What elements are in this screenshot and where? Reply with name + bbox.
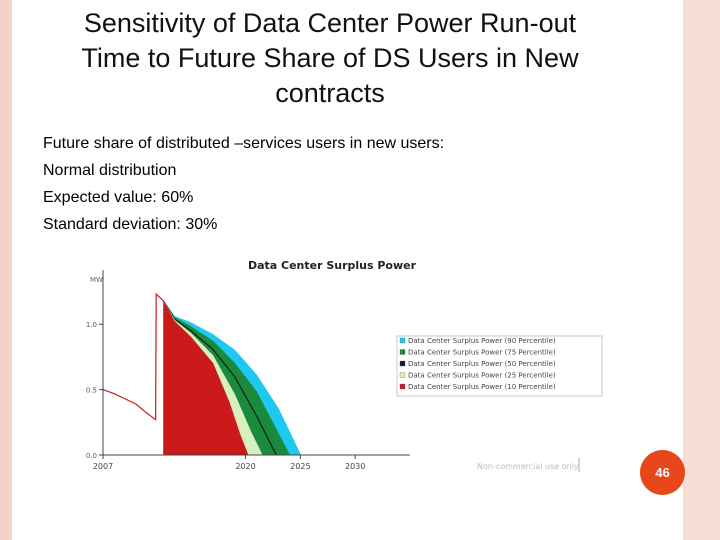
bullet-item: Future share of distributed –services us… [43,135,445,152]
series-line [162,300,277,456]
y-tick-label: 1.0 [86,321,97,329]
history-line [102,292,164,421]
legend-label: Data Center Surplus Power (50 Percentile… [408,360,556,368]
bullet-item: Expected value: 60% [43,189,194,206]
x-tick-label: 2030 [345,462,365,471]
band-area [163,300,248,455]
slide-title-line: contracts [275,78,385,108]
legend-swatch [399,337,406,344]
bullet-item: Normal distribution [43,162,177,179]
x-tick-label: 2007 [93,462,113,471]
chart-title: Data Center Surplus Power [248,259,417,272]
percentile-bands [163,300,301,455]
legend-label: Data Center Surplus Power (90 Percentile… [408,337,556,345]
legend-box [396,335,603,397]
legend-label: Data Center Surplus Power (75 Percentile… [408,349,556,357]
page-number-badge: 46 [640,450,685,495]
series-line [162,300,290,456]
legend-swatch [399,383,406,390]
slide-title-line: Time to Future Share of DS Users in New [81,43,579,73]
y-axis-label: MW [90,276,103,284]
watermark: Non-commercial use only [477,462,579,471]
legend-label: Data Center Surplus Power (10 Percentile… [408,383,556,391]
x-tick-label: 2020 [235,462,255,471]
slide-title: Sensitivity of Data Center Power Run-out… [40,6,620,111]
slide-right-border [683,0,720,540]
chart-legend: Data Center Surplus Power (90 Percentile… [396,335,603,397]
surplus-power-chart: Data Center Surplus Power MW 0.0 0.5 1.0 20… [86,259,603,472]
slide-left-border [0,0,12,540]
series-line [162,300,249,456]
y-tick-label: 0.0 [86,452,97,460]
bullet-item: Standard deviation: 30% [43,216,218,233]
series-line [162,300,263,456]
chart-axes: 0.0 0.5 1.0 2007 2020 2025 2030 [86,270,410,471]
series-lines [102,292,301,456]
slide-title-line: Sensitivity of Data Center Power Run-out [83,8,577,38]
x-tick-label: 2025 [290,462,310,471]
bullet-list: Future share of distributed –services us… [43,130,444,238]
legend-label: Data Center Surplus Power (25 Percentile… [408,372,556,380]
series-line [162,300,301,456]
y-tick-label: 0.5 [86,387,97,395]
legend-swatch [399,349,406,355]
legend-swatch [399,360,406,367]
legend-swatch [399,372,406,378]
